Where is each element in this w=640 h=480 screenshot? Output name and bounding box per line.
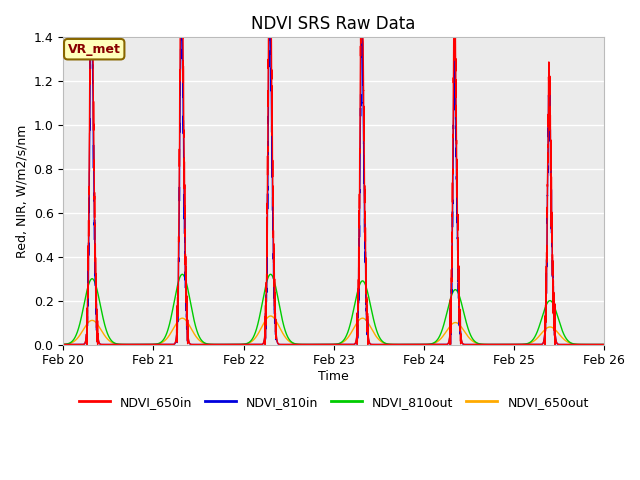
Line: NDVI_810in: NDVI_810in bbox=[63, 37, 604, 345]
NDVI_810out bbox=[506, 342, 514, 348]
NDVI_650in bbox=[600, 342, 608, 348]
NDVI_810out bbox=[267, 271, 275, 277]
NDVI_810out bbox=[287, 339, 295, 345]
NDVI_810out bbox=[600, 342, 608, 348]
NDVI_650out bbox=[492, 342, 499, 348]
Line: NDVI_650out: NDVI_650out bbox=[63, 316, 604, 345]
NDVI_650in bbox=[465, 342, 473, 348]
NDVI_650in bbox=[86, 35, 94, 40]
NDVI_650out bbox=[506, 342, 514, 348]
NDVI_650in bbox=[492, 342, 499, 348]
NDVI_650in bbox=[83, 342, 90, 348]
NDVI_650out bbox=[486, 342, 494, 348]
NDVI_810in bbox=[60, 342, 67, 348]
NDVI_650out bbox=[272, 318, 280, 324]
NDVI_650in bbox=[287, 342, 295, 348]
NDVI_810out bbox=[272, 286, 280, 291]
NDVI_810in bbox=[83, 342, 91, 348]
Text: VR_met: VR_met bbox=[68, 43, 121, 56]
NDVI_810out bbox=[486, 342, 494, 348]
NDVI_650in bbox=[272, 331, 280, 337]
NDVI_810in bbox=[600, 342, 608, 348]
NDVI_650out bbox=[267, 313, 275, 319]
NDVI_810in bbox=[272, 332, 280, 337]
NDVI_650in bbox=[486, 342, 494, 348]
Line: NDVI_810out: NDVI_810out bbox=[63, 274, 604, 345]
NDVI_650out bbox=[600, 342, 608, 348]
NDVI_810out bbox=[492, 342, 499, 348]
NDVI_810in bbox=[465, 342, 473, 348]
X-axis label: Time: Time bbox=[318, 370, 349, 383]
Line: NDVI_650in: NDVI_650in bbox=[63, 37, 604, 345]
NDVI_650out bbox=[60, 341, 67, 347]
NDVI_810in bbox=[486, 342, 494, 348]
NDVI_810in bbox=[492, 342, 499, 348]
NDVI_810in bbox=[86, 35, 94, 40]
Title: NDVI SRS Raw Data: NDVI SRS Raw Data bbox=[252, 15, 416, 33]
NDVI_810out bbox=[465, 329, 473, 335]
NDVI_650out bbox=[465, 335, 473, 341]
NDVI_810in bbox=[287, 342, 295, 348]
Legend: NDVI_650in, NDVI_810in, NDVI_810out, NDVI_650out: NDVI_650in, NDVI_810in, NDVI_810out, NDV… bbox=[74, 391, 594, 414]
NDVI_810in bbox=[506, 342, 514, 348]
NDVI_810out bbox=[60, 341, 67, 347]
NDVI_650in bbox=[60, 342, 67, 348]
NDVI_650in bbox=[506, 342, 514, 348]
NDVI_650out bbox=[287, 339, 295, 345]
Y-axis label: Red, NIR, W/m2/s/nm: Red, NIR, W/m2/s/nm bbox=[15, 124, 28, 258]
